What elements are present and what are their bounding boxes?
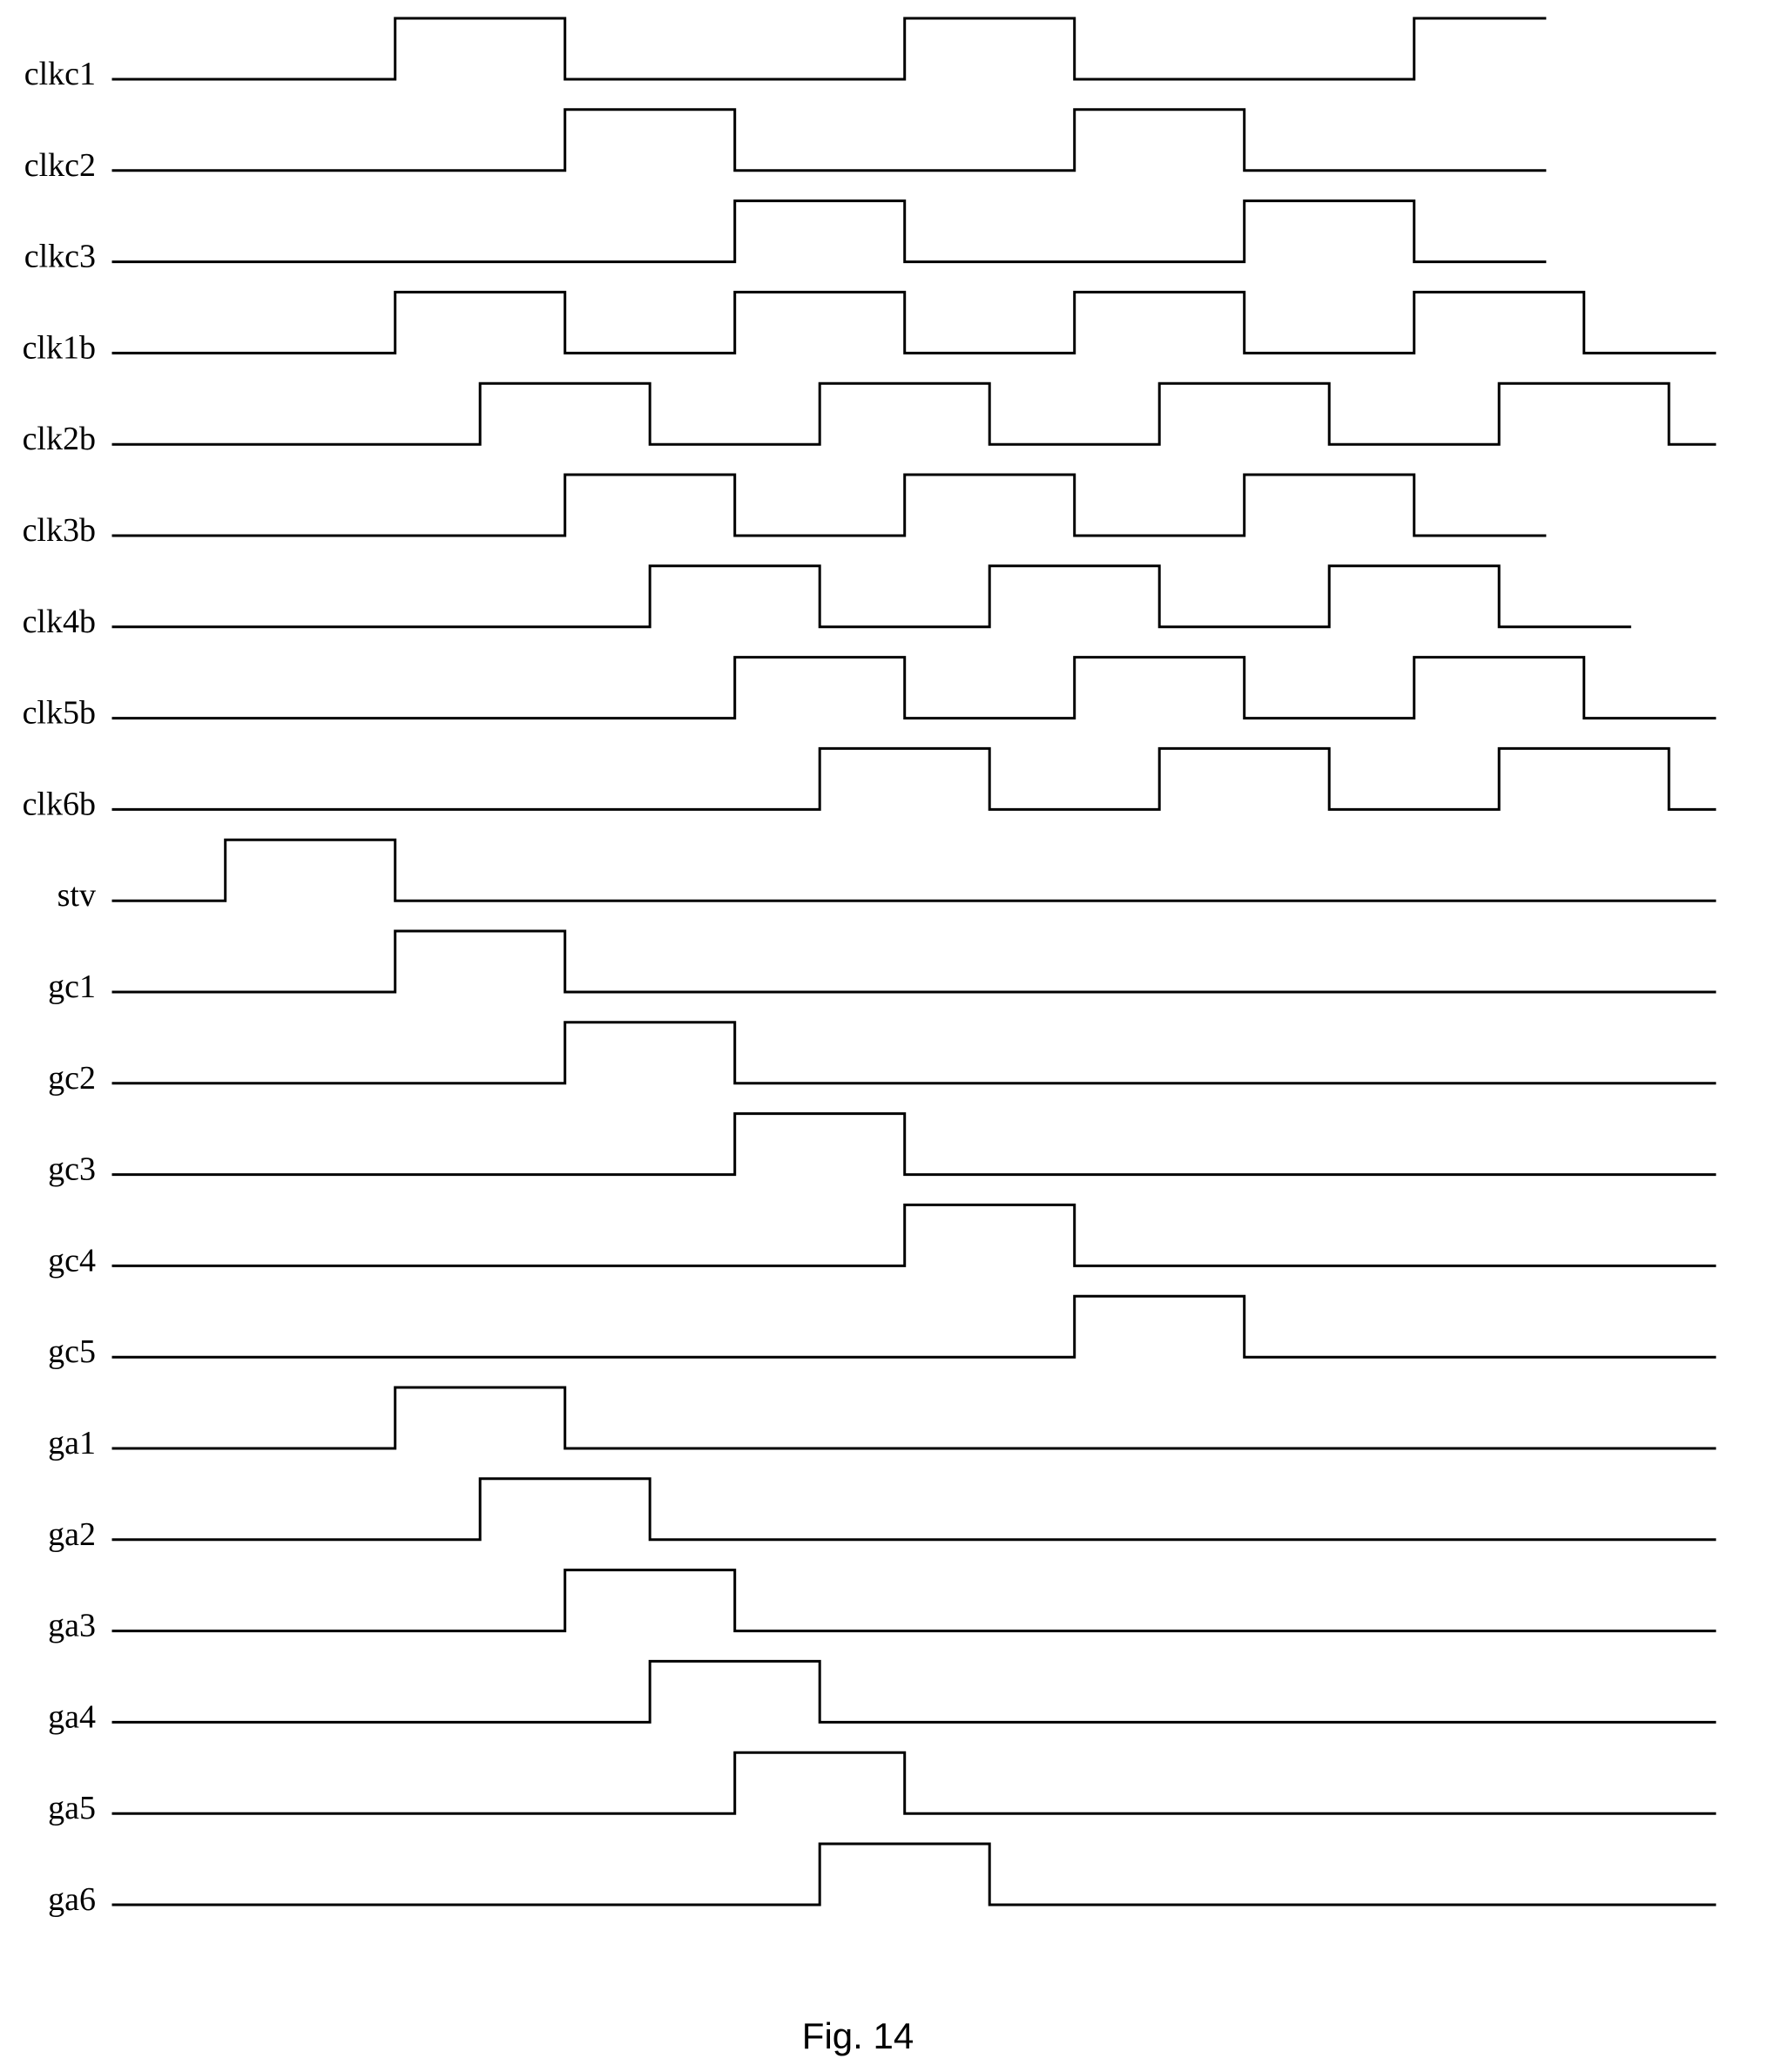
signal-row-gc4: gc4 [48,1203,1717,1279]
waveform-clkc1 [111,17,1547,81]
signal-label-clk4b: clk4b [23,604,96,640]
signal-row-ga3: ga3 [48,1569,1717,1644]
waveform-ga3 [111,1569,1717,1633]
waveform-ga6 [111,1842,1717,1907]
signal-row-clk2b: clk2b [23,381,1717,457]
signal-row-gc1: gc1 [48,929,1717,1005]
signal-label-ga3: ga3 [48,1608,96,1644]
signal-row-clkc3: clkc3 [24,199,1547,275]
waveform-ga2 [111,1477,1717,1542]
signal-label-ga4: ga4 [48,1698,96,1735]
signal-row-stv: stv [57,838,1717,914]
signal-label-ga5: ga5 [48,1790,96,1826]
signal-row-ga5: ga5 [48,1751,1717,1826]
waveform-ga5 [111,1751,1717,1815]
signal-label-gc4: gc4 [48,1242,96,1279]
signal-row-gc3: gc3 [48,1112,1717,1188]
waveform-clk6b [111,746,1717,811]
signal-row-clk1b: clk1b [23,290,1717,366]
signal-label-clkc3: clkc3 [24,239,96,275]
signal-label-clkc1: clkc1 [24,56,96,92]
signal-label-ga1: ga1 [48,1425,96,1461]
signal-row-gc5: gc5 [48,1294,1717,1370]
signal-rows: clkc1 clkc2 clkc3 clk1b clk2b clk3b clk4b clk5b… [23,17,1717,1918]
signal-row-clkc2: clkc2 [24,108,1547,184]
waveform-gc4 [111,1203,1717,1267]
signal-row-ga4: ga4 [48,1659,1717,1735]
waveform-clk2b [111,381,1717,446]
signal-label-ga2: ga2 [48,1516,96,1553]
signal-row-clk3b: clk3b [23,473,1547,549]
signal-row-clk6b: clk6b [23,746,1717,822]
waveform-ga4 [111,1659,1717,1724]
signal-label-clk5b: clk5b [23,695,96,732]
signal-label-gc5: gc5 [48,1333,96,1370]
signal-label-ga6: ga6 [48,1881,96,1918]
signal-row-ga2: ga2 [48,1477,1717,1553]
signal-label-gc2: gc2 [48,1060,96,1097]
signal-row-ga6: ga6 [48,1842,1717,1918]
waveform-clk4b [111,564,1631,629]
signal-label-clk6b: clk6b [23,786,96,822]
signal-label-clk3b: clk3b [23,512,96,549]
waveform-gc1 [111,929,1717,994]
figure-caption: Fig. 14 [802,2015,914,2056]
signal-row-clkc1: clkc1 [24,17,1547,92]
signal-row-ga1: ga1 [48,1386,1717,1461]
waveform-gc5 [111,1294,1717,1359]
signal-row-clk5b: clk5b [23,656,1717,732]
signal-label-gc3: gc3 [48,1151,96,1188]
waveform-clk1b [111,290,1717,354]
waveform-stv [111,838,1717,902]
waveform-clk3b [111,473,1547,537]
signal-row-clk4b: clk4b [23,564,1631,640]
signal-label-clk1b: clk1b [23,329,96,366]
signal-row-gc2: gc2 [48,1021,1717,1097]
waveform-clkc2 [111,108,1547,172]
waveform-gc2 [111,1021,1717,1085]
signal-label-clkc2: clkc2 [24,147,96,184]
waveform-ga1 [111,1386,1717,1450]
signal-label-gc1: gc1 [48,969,96,1005]
waveform-clkc3 [111,199,1547,264]
signal-label-clk2b: clk2b [23,421,96,457]
signal-label-stv: stv [57,877,96,914]
waveform-clk5b [111,656,1717,720]
waveform-gc3 [111,1112,1717,1177]
